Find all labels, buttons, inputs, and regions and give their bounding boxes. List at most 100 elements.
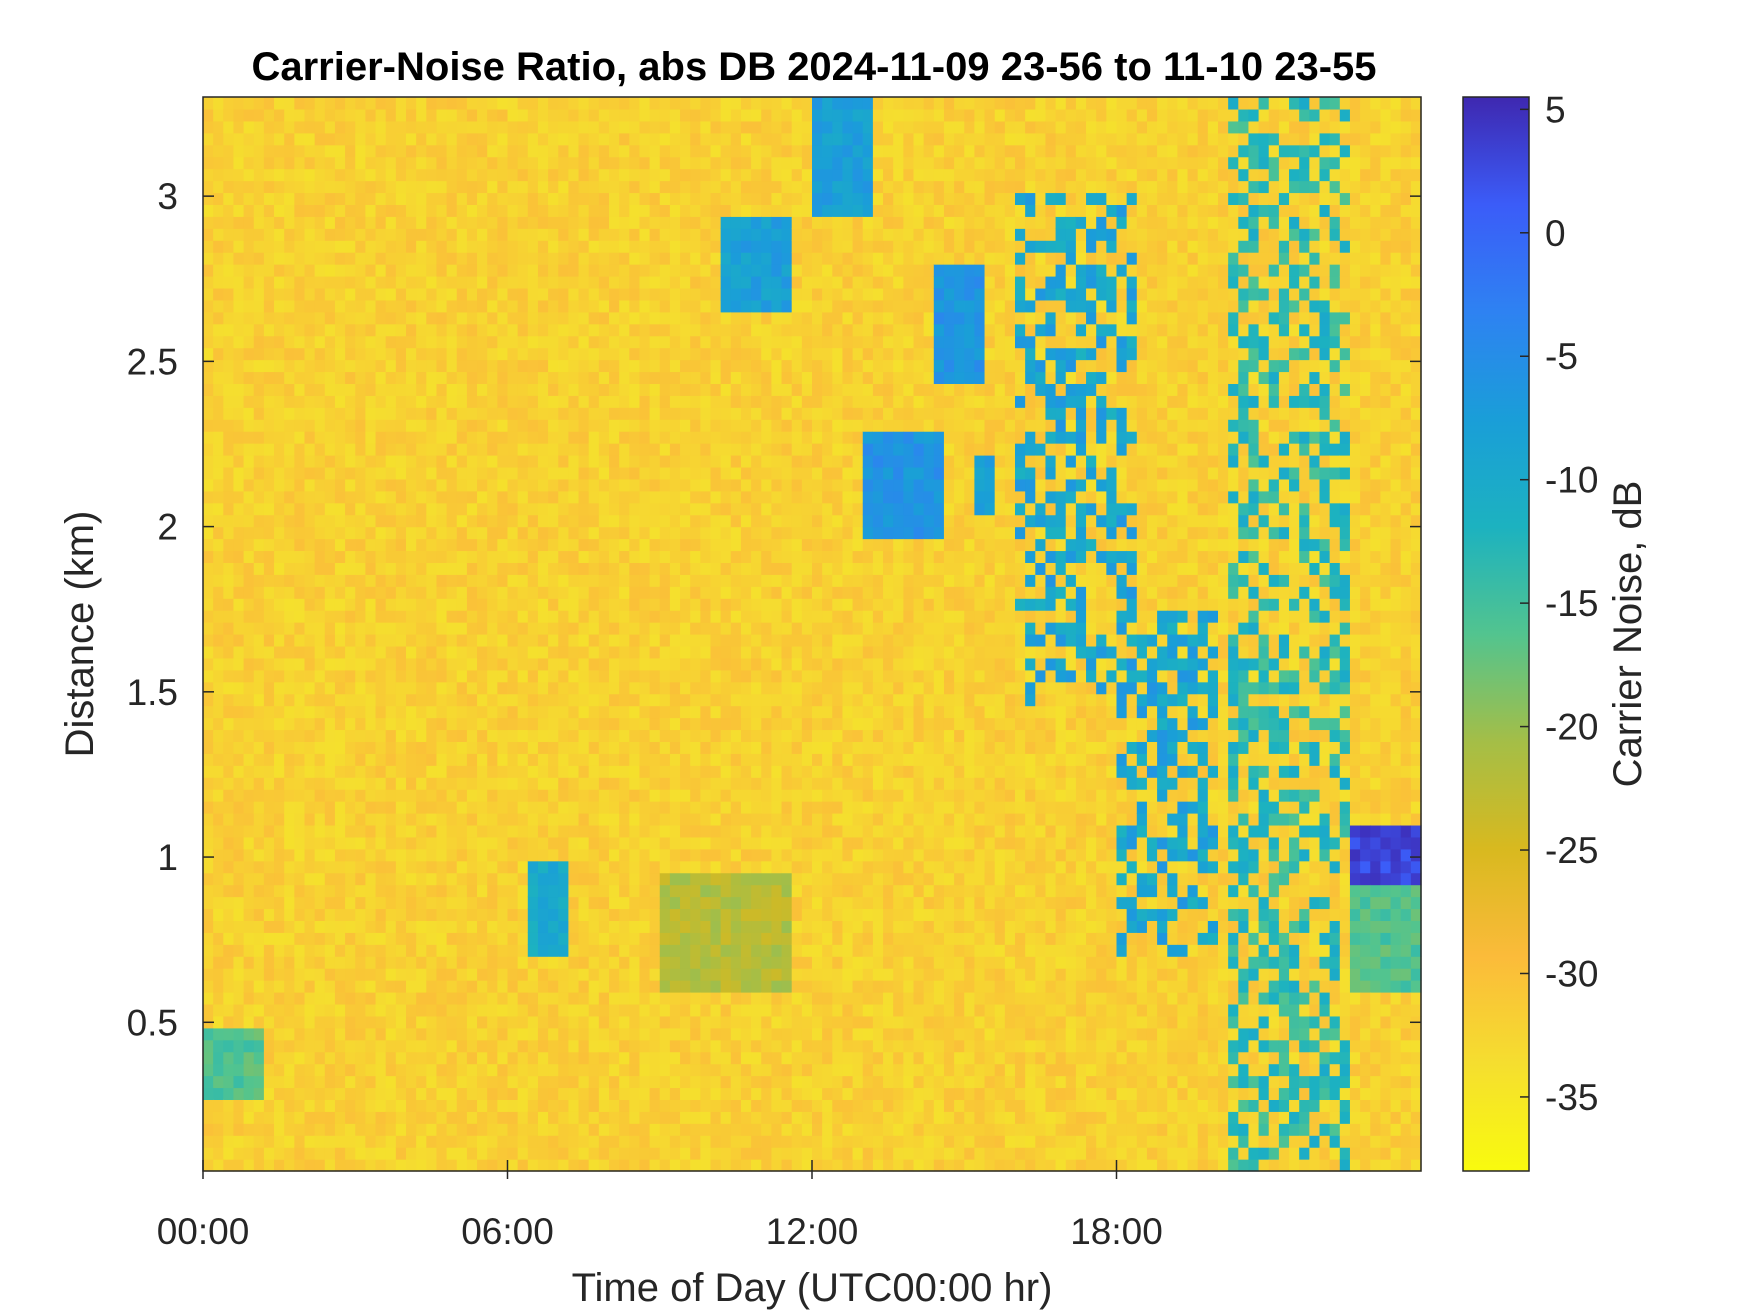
- heatmap-cell: [619, 932, 630, 945]
- heatmap-cell: [578, 717, 590, 731]
- heatmap-cell: [375, 192, 387, 205]
- heatmap-cell: [598, 407, 610, 420]
- heatmap-cell: [466, 180, 478, 194]
- heatmap-cell: [680, 645, 691, 659]
- heatmap-cell: [649, 586, 661, 599]
- heatmap-cell: [588, 598, 600, 611]
- heatmap-cell: [477, 1147, 488, 1160]
- heatmap-cell: [203, 932, 214, 945]
- heatmap-cell: [456, 240, 468, 253]
- heatmap-cell: [598, 610, 610, 623]
- heatmap-cell: [751, 1099, 762, 1112]
- heatmap-cell: [436, 789, 448, 802]
- heatmap-cell: [588, 1015, 600, 1029]
- heatmap-cell: [669, 753, 681, 766]
- heatmap-cell: [548, 1111, 559, 1124]
- heatmap-cell: [649, 240, 661, 253]
- heatmap-cell: [537, 693, 549, 707]
- heatmap-cell: [710, 884, 722, 898]
- heatmap-cell: [345, 264, 356, 277]
- heatmap-cell: [609, 980, 620, 993]
- heatmap-cell: [243, 622, 255, 635]
- heatmap-cell: [446, 872, 458, 886]
- heatmap-cell: [700, 1099, 712, 1112]
- heatmap-cell: [395, 932, 407, 945]
- heatmap-cell: [507, 419, 519, 432]
- heatmap-cell: [233, 717, 245, 731]
- heatmap-cell: [730, 669, 742, 683]
- heatmap-cell: [730, 1027, 742, 1041]
- heatmap-cell: [375, 848, 387, 862]
- heatmap-cell: [659, 896, 671, 910]
- heatmap-cell: [406, 669, 417, 683]
- heatmap-cell: [416, 717, 427, 731]
- heatmap-cell: [375, 1063, 387, 1077]
- heatmap-cell: [406, 538, 417, 552]
- heatmap-cell: [507, 956, 519, 969]
- heatmap-cell: [659, 705, 671, 719]
- heatmap-cell: [517, 204, 529, 217]
- heatmap-cell: [233, 693, 245, 707]
- heatmap-cell: [761, 645, 772, 659]
- heatmap-cell: [253, 765, 265, 778]
- heatmap-cell: [517, 1147, 529, 1160]
- heatmap-cell: [436, 526, 448, 540]
- heatmap-cell: [406, 801, 417, 814]
- heatmap-cell: [324, 920, 336, 933]
- heatmap-cell: [436, 1087, 448, 1100]
- heatmap-cell: [324, 836, 336, 850]
- heatmap-cell: [355, 1087, 366, 1100]
- heatmap-cell: [619, 896, 630, 910]
- heatmap-cell: [477, 490, 488, 504]
- heatmap-cell: [345, 872, 356, 886]
- heatmap-cell: [710, 490, 722, 504]
- heatmap-cell: [598, 789, 610, 802]
- heatmap-cell: [740, 144, 752, 158]
- heatmap-cell: [720, 1135, 732, 1148]
- heatmap-cell: [365, 872, 377, 886]
- heatmap-cell: [477, 634, 488, 647]
- heatmap-cell: [284, 514, 295, 528]
- heatmap-cell: [487, 765, 498, 778]
- heatmap-cell: [446, 932, 458, 945]
- heatmap-cell: [740, 204, 752, 217]
- heatmap-cell: [284, 824, 295, 838]
- heatmap-cell: [680, 311, 691, 325]
- heatmap-cell: [385, 299, 397, 313]
- heatmap-cell: [548, 765, 559, 778]
- heatmap-cell: [578, 1159, 590, 1172]
- heatmap-cell: [446, 968, 458, 981]
- heatmap-cell: [740, 1015, 752, 1029]
- heatmap-cell: [223, 753, 235, 766]
- heatmap-cell: [619, 765, 630, 778]
- heatmap-cell: [324, 753, 336, 766]
- heatmap-cell: [223, 836, 235, 850]
- heatmap-cell: [345, 1135, 356, 1148]
- heatmap-cell: [274, 311, 285, 325]
- heatmap-cell: [517, 1039, 529, 1053]
- heatmap-cell: [243, 574, 255, 587]
- heatmap-cell: [385, 240, 397, 253]
- heatmap-cell: [700, 419, 712, 432]
- heatmap-cell: [334, 860, 346, 874]
- heatmap-cell: [659, 264, 671, 277]
- heatmap-cell: [375, 168, 387, 182]
- heatmap-cell: [477, 383, 488, 396]
- heatmap-cell: [517, 335, 529, 349]
- heatmap-cell: [548, 156, 559, 170]
- heatmap-cell: [304, 132, 316, 146]
- heatmap-cell: [324, 669, 336, 683]
- heatmap-cell: [395, 1135, 407, 1148]
- heatmap-cell: [446, 97, 458, 110]
- heatmap-cell: [426, 97, 438, 110]
- heatmap-cell: [487, 311, 498, 325]
- heatmap-cell: [507, 824, 519, 838]
- heatmap-cell: [375, 1003, 387, 1017]
- heatmap-cell: [598, 455, 610, 468]
- heatmap-cell: [355, 287, 366, 301]
- heatmap-cell: [233, 192, 245, 205]
- heatmap-cell: [365, 550, 377, 563]
- heatmap-cell: [680, 705, 691, 719]
- heatmap-cell: [304, 944, 316, 957]
- heatmap-cell: [233, 777, 245, 790]
